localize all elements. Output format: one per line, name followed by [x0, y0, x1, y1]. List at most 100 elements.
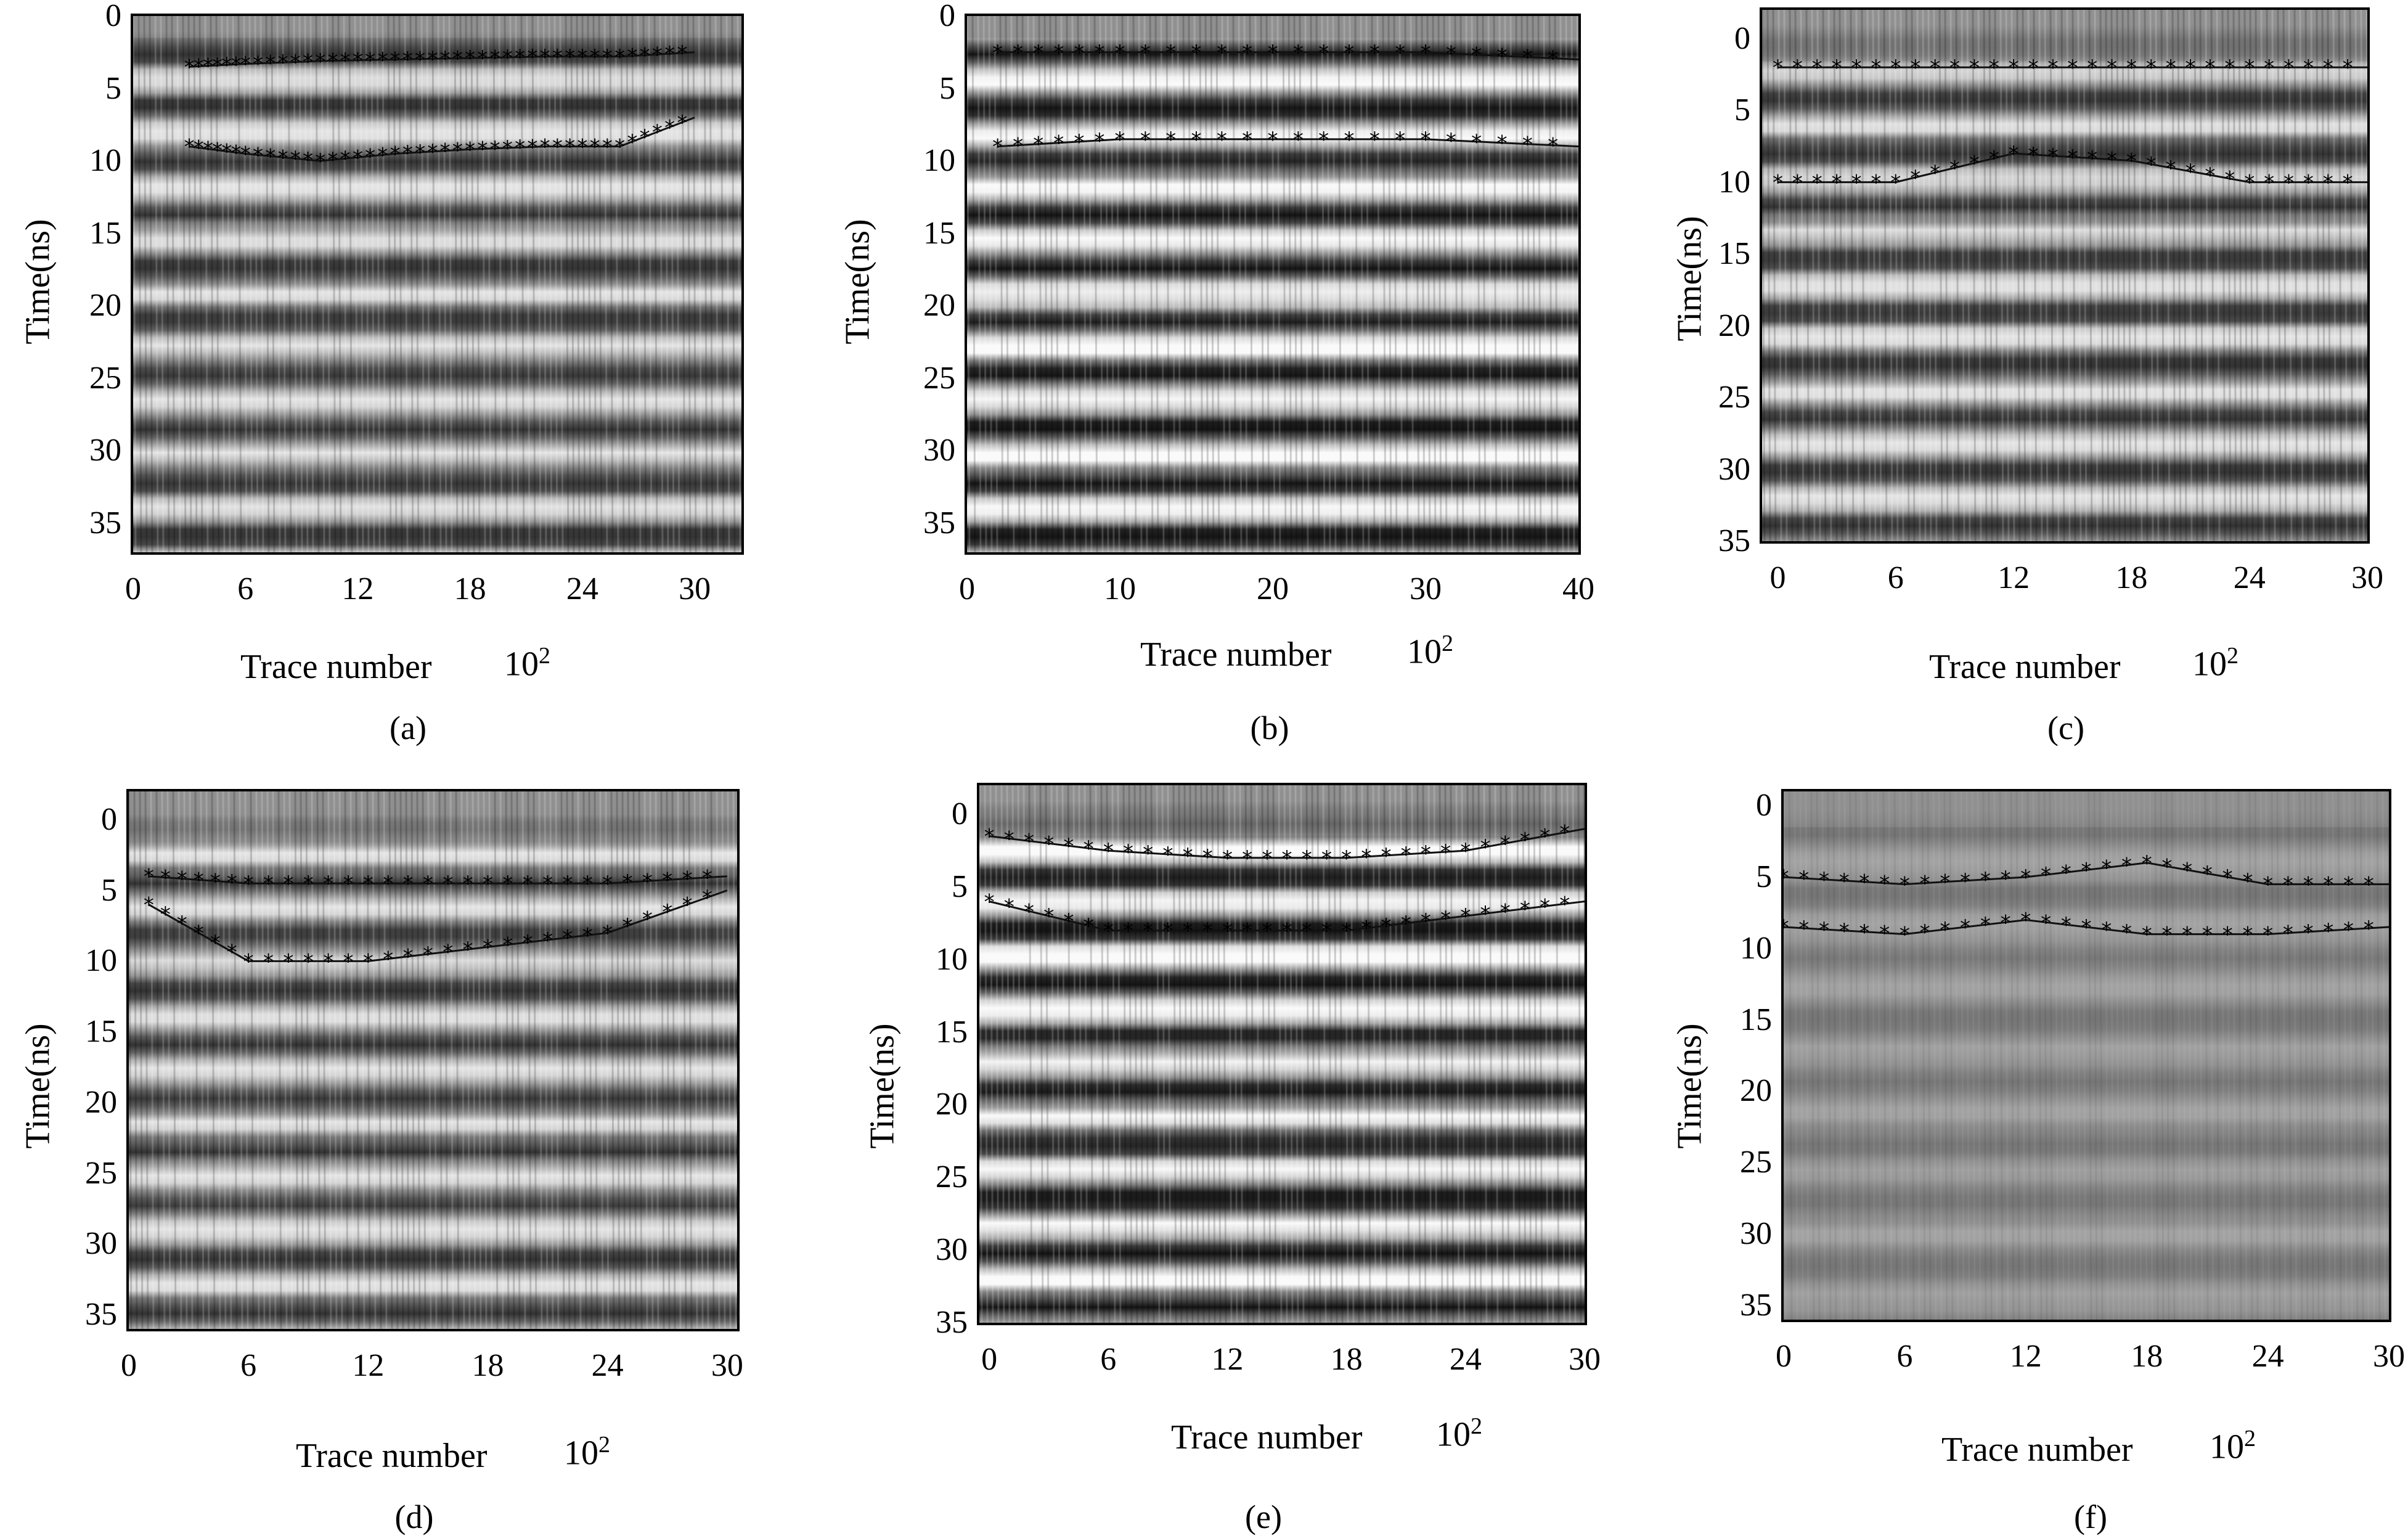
- picked-point-marker: *: [1949, 55, 1960, 80]
- picked-point-marker: *: [353, 145, 363, 170]
- picked-point-marker: *: [1341, 919, 1352, 944]
- y-tick-label: 10: [923, 143, 955, 179]
- y-tick-label: 15: [923, 215, 955, 251]
- picked-point-marker: *: [702, 886, 712, 910]
- picked-point-marker: *: [2028, 143, 2038, 168]
- picked-layer-line-1: [989, 828, 1585, 859]
- y-tick-label: 15: [936, 1014, 968, 1050]
- picked-point-marker: *: [194, 136, 204, 161]
- y-tick-label: 15: [85, 1014, 117, 1050]
- radargram-texture: [1762, 10, 2367, 541]
- picked-point-marker: *: [1395, 41, 1405, 65]
- picked-point-marker: *: [1960, 915, 1970, 940]
- x-tick-label: 10: [1104, 571, 1136, 607]
- x-axis-scale-note: 102: [2192, 642, 2239, 684]
- picked-point-marker: *: [1143, 919, 1153, 944]
- x-axis-label: Trace number: [1171, 1418, 1363, 1456]
- picked-point-marker: *: [677, 110, 687, 135]
- panel-caption: (a): [390, 709, 427, 746]
- picked-point-marker: *: [622, 870, 633, 895]
- picked-point-marker: *: [1395, 128, 1405, 152]
- y-tick-label: 20: [923, 288, 955, 324]
- picked-point-marker: *: [627, 130, 637, 155]
- picked-point-marker: *: [1302, 919, 1312, 944]
- x-tick-label: 6: [240, 1348, 257, 1383]
- picked-point-marker: *: [1043, 904, 1054, 929]
- picked-point-marker: *: [253, 143, 263, 168]
- picked-point-marker: *: [1084, 836, 1094, 861]
- picked-point-marker: *: [160, 866, 171, 891]
- picked-point-marker: *: [984, 824, 995, 849]
- picked-point-marker: *: [2284, 171, 2294, 195]
- picked-point-marker: *: [1183, 919, 1193, 944]
- picked-point-marker: *: [265, 51, 275, 76]
- picked-point-marker: *: [463, 938, 473, 962]
- picked-point-marker: *: [1920, 920, 1930, 945]
- picked-point-marker: *: [523, 931, 533, 955]
- x-axis-scale-note: 102: [564, 1431, 610, 1473]
- picked-point-marker: *: [452, 47, 463, 71]
- picked-point-marker: *: [1500, 831, 1511, 856]
- picked-point-marker: *: [523, 872, 533, 896]
- x-tick-label: 12: [352, 1348, 385, 1383]
- picked-point-marker: *: [1890, 171, 1901, 195]
- picked-point-marker: *: [212, 139, 222, 163]
- picked-point-marker: *: [463, 872, 473, 896]
- picked-point-marker: *: [2142, 923, 2152, 947]
- picked-point-marker: *: [2343, 918, 2354, 942]
- picked-point-marker: *: [1851, 171, 1862, 195]
- y-tick-label: 25: [923, 360, 955, 396]
- picked-point-marker: *: [1930, 161, 1940, 186]
- radargram-a: * * * * * * * * * * * * * * * * * * * * * * * * * * * * * * * * * * * * * * * *…: [131, 14, 744, 555]
- picked-point-marker: *: [642, 907, 653, 932]
- picked-point-marker: *: [2009, 142, 2019, 166]
- picked-point-marker: *: [443, 940, 453, 965]
- picked-point-marker: *: [2101, 856, 2112, 881]
- x-tick-label: 12: [2009, 1339, 2042, 1374]
- picked-point-marker: *: [1191, 128, 1202, 152]
- picked-point-marker: *: [423, 872, 433, 896]
- x-tick-label: 30: [2351, 560, 2383, 595]
- picked-point-marker: *: [1103, 839, 1114, 864]
- picked-point-marker: *: [327, 148, 338, 173]
- picked-point-marker: *: [602, 45, 613, 70]
- x-axis-label: Trace number: [240, 648, 432, 686]
- picked-point-marker: *: [2205, 163, 2215, 188]
- picked-point-marker: *: [315, 49, 325, 74]
- y-axis-label: Time(ns): [18, 219, 57, 345]
- picked-point-marker: *: [194, 868, 204, 893]
- picked-point-marker: *: [1819, 868, 1829, 893]
- picked-point-marker: *: [203, 137, 213, 162]
- y-tick-label: 25: [1740, 1145, 1772, 1180]
- picked-point-marker: *: [1191, 41, 1202, 65]
- picked-point-marker: *: [2067, 55, 2078, 80]
- scale-base: 10: [2192, 645, 2227, 684]
- y-tick-label: 15: [89, 215, 121, 251]
- picked-point-marker: *: [2343, 873, 2354, 897]
- picked-point-marker: *: [377, 48, 388, 73]
- radargram-texture: [979, 785, 1585, 1323]
- picked-point-marker: *: [1344, 41, 1355, 65]
- y-tick-label: 20: [1718, 308, 1750, 343]
- x-tick-label: 30: [1410, 571, 1442, 607]
- picked-point-marker: *: [1522, 46, 1533, 70]
- picked-point-marker: *: [440, 47, 451, 71]
- x-tick-label: 12: [1211, 1342, 1244, 1377]
- y-tick-label: 30: [89, 433, 121, 468]
- picked-point-marker: *: [1540, 894, 1550, 919]
- radargram-texture: [967, 16, 1578, 552]
- picked-point-marker: *: [1421, 841, 1431, 866]
- picked-point-marker: *: [527, 135, 537, 160]
- picked-point-marker: *: [2001, 867, 2011, 891]
- picked-point-marker: *: [2061, 860, 2071, 885]
- x-tick-label: 6: [237, 571, 254, 607]
- picked-point-marker: *: [240, 142, 251, 166]
- picked-point-marker: *: [290, 50, 301, 75]
- picked-point-marker: *: [240, 52, 251, 77]
- picked-point-marker: *: [1013, 134, 1023, 158]
- picked-point-marker: *: [1500, 899, 1511, 924]
- x-axis-label: Trace number: [296, 1437, 488, 1475]
- picked-point-marker: *: [2061, 913, 2071, 938]
- picked-point-marker: *: [177, 867, 187, 892]
- picked-point-marker: *: [1784, 865, 1789, 890]
